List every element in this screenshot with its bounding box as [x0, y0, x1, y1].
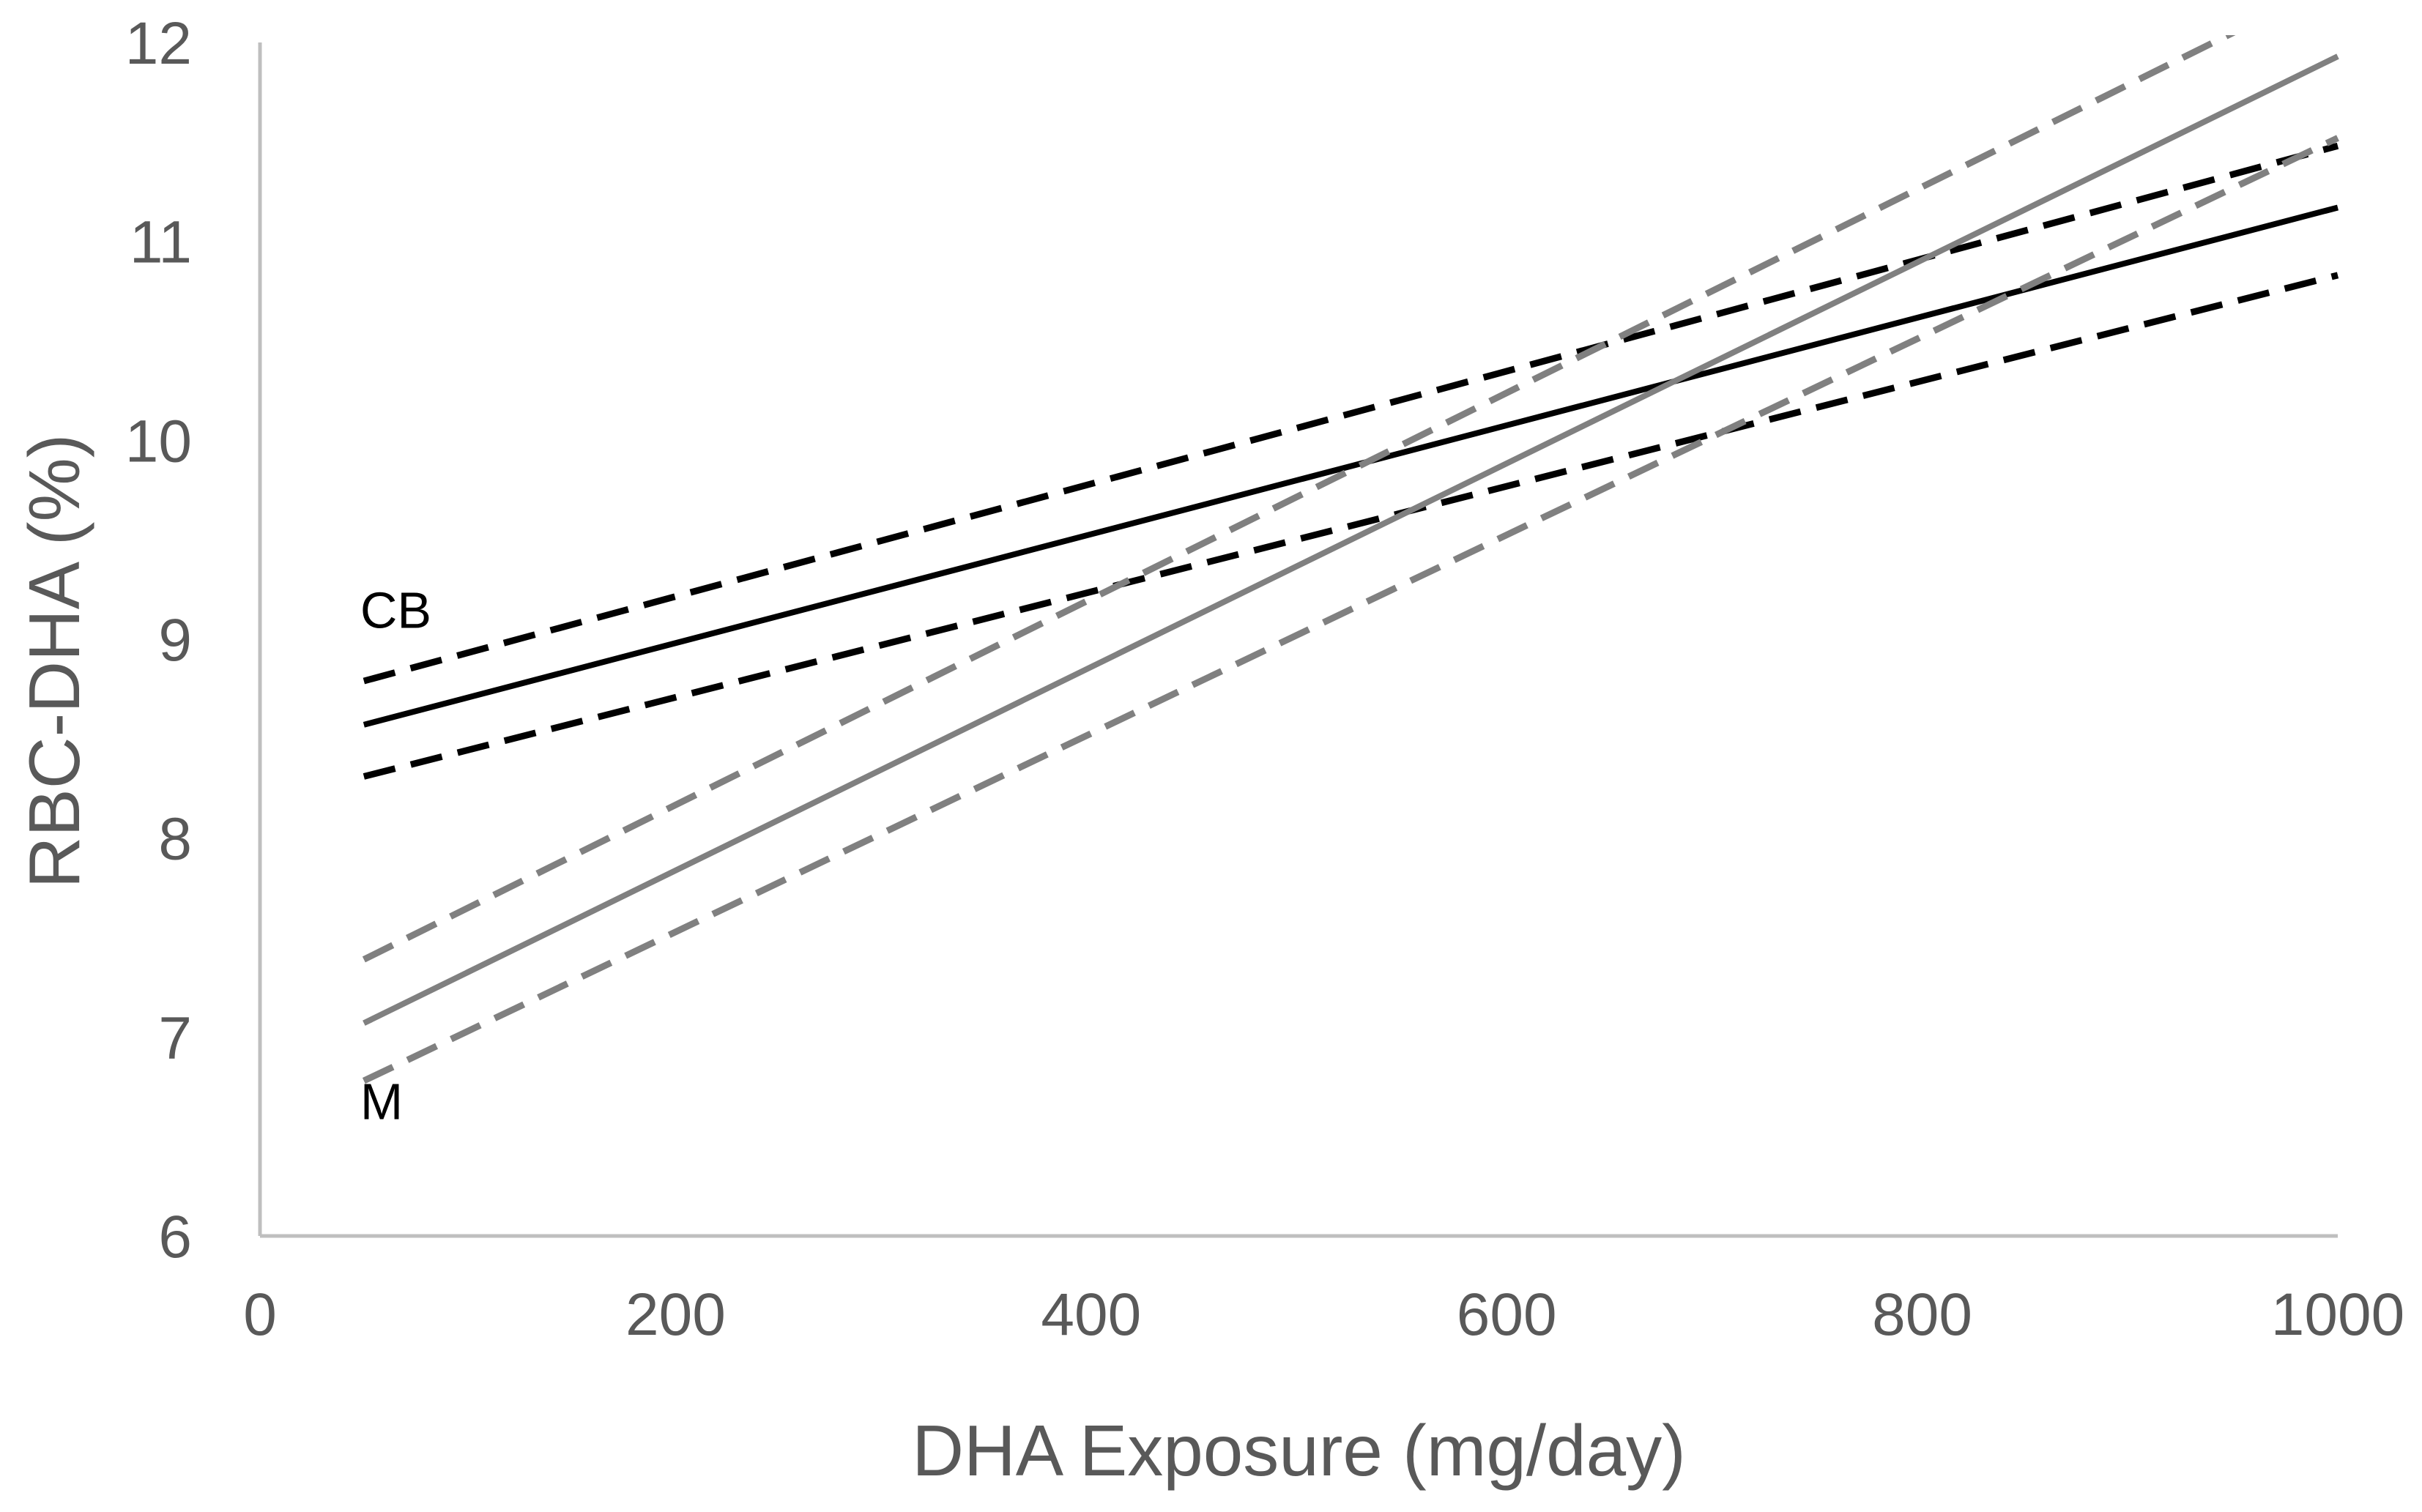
x-tick-label: 1000	[2271, 1281, 2404, 1348]
x-tick-label: 800	[1872, 1281, 1972, 1348]
x-tick-label: 600	[1457, 1281, 1557, 1348]
x-tick-label: 0	[243, 1281, 277, 1348]
y-tick-label: 10	[125, 408, 192, 474]
series-line-m-fit	[363, 53, 2339, 1026]
series-line-cb-upper	[363, 142, 2339, 685]
series-line-m-upper	[362, 35, 2236, 963]
y-tick-label: 6	[158, 1204, 192, 1270]
y-tick-label: 12	[125, 10, 192, 77]
annotations: CB M	[360, 581, 431, 1130]
y-tick-label: 9	[158, 607, 192, 674]
series-line-cb-fit	[363, 204, 2339, 728]
x-axis-title: DHA Exposure (mg/day)	[912, 1410, 1686, 1491]
series-line-cb-lower	[363, 272, 2339, 780]
y-tick-label: 7	[158, 1005, 192, 1071]
y-tick-label: 11	[130, 209, 192, 276]
tick-labels: 0 200 400 600 800 1000 6 7 8 9 10 11 12	[125, 10, 2404, 1348]
axes	[258, 42, 2338, 1238]
y-axis-title: RBC-DHA (%)	[14, 434, 94, 889]
series-group	[362, 35, 2339, 1084]
y-tick-label: 8	[158, 806, 192, 873]
x-tick-label: 200	[625, 1281, 726, 1348]
annotation-m: M	[360, 1073, 403, 1130]
series-line-m-lower	[362, 135, 2339, 1084]
annotation-cb: CB	[360, 581, 431, 638]
x-tick-label: 400	[1041, 1281, 1141, 1348]
